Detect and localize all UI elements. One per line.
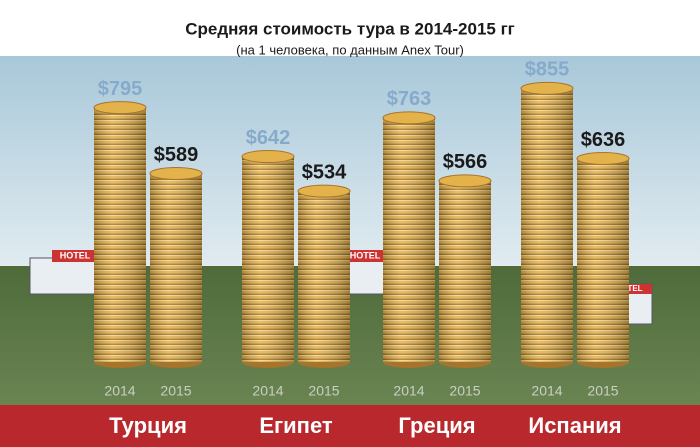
coin-top: [520, 81, 574, 95]
year-label: 2014: [393, 383, 424, 399]
coin-shade: [383, 117, 435, 362]
coin-top: [297, 184, 351, 198]
coin-shade: [298, 191, 350, 362]
year-label: 2014: [104, 383, 135, 399]
coin-top: [149, 167, 203, 181]
coin-top: [241, 150, 295, 164]
year-label: 2015: [587, 383, 618, 399]
year-label: 2015: [308, 383, 339, 399]
value-label: $855: [525, 59, 570, 81]
hotel-sign: TEL: [627, 284, 642, 293]
coin-shade: [94, 107, 146, 362]
coin-shade: [521, 88, 573, 363]
value-label: $534: [302, 161, 347, 183]
hotel-sign: HOTEL: [350, 250, 381, 260]
value-label: $589: [154, 144, 199, 166]
category-label: Испания: [528, 413, 621, 438]
coin-top: [576, 151, 630, 165]
coin-shade: [150, 173, 202, 362]
year-label: 2015: [160, 383, 191, 399]
category-label: Египет: [259, 413, 333, 438]
value-label: $636: [581, 129, 626, 151]
category-label: Греция: [398, 413, 475, 438]
value-label: $566: [443, 151, 488, 173]
hotel: HOTEL: [29, 250, 101, 295]
value-label: $763: [387, 88, 432, 110]
hotel-sign: HOTEL: [60, 250, 91, 260]
coin-top: [93, 101, 147, 115]
value-label: $795: [98, 78, 143, 100]
hotel: HOTEL: [344, 250, 386, 295]
coin-shade: [242, 156, 294, 362]
chart-subtitle: (на 1 человека, по данным Anex Tour): [236, 42, 464, 57]
coin-top: [438, 174, 492, 188]
year-label: 2014: [531, 383, 562, 399]
category-label: Турция: [109, 413, 187, 438]
year-label: 2014: [252, 383, 283, 399]
chart-title: Средняя стоимость тура в 2014-2015 гг: [185, 19, 515, 38]
coin-shade: [439, 180, 491, 362]
coin-top: [382, 111, 436, 125]
year-label: 2015: [449, 383, 480, 399]
category-band: [0, 405, 700, 447]
value-label: $642: [246, 127, 291, 149]
coin-shade: [577, 158, 629, 362]
